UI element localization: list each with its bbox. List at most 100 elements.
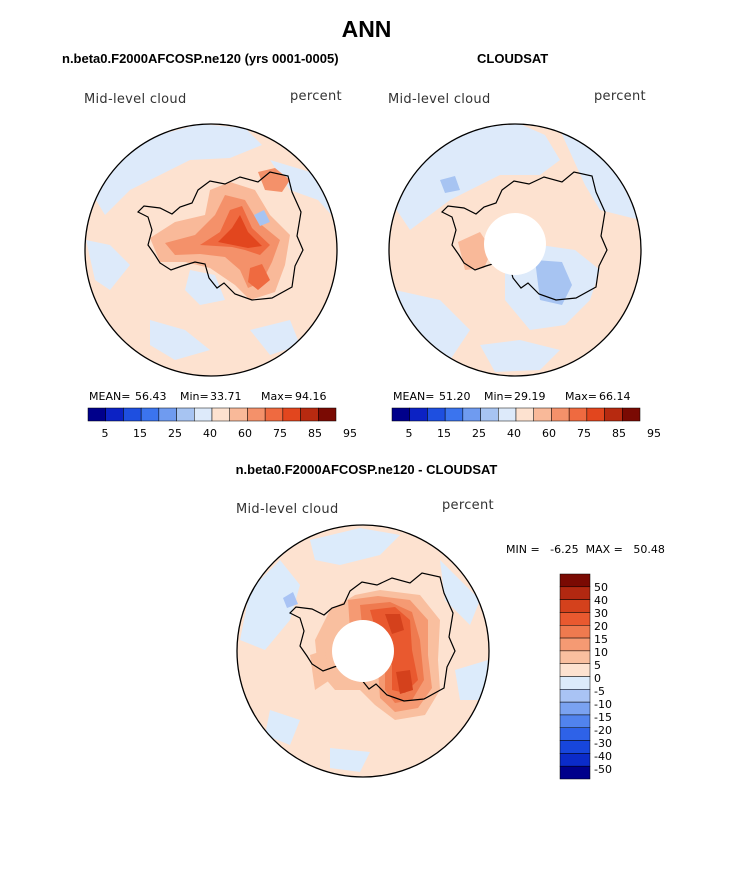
cb3-cell <box>559 765 591 780</box>
cb3-tick: 5 <box>594 659 601 672</box>
panel2-map <box>388 123 642 377</box>
cb1-tick: 25 <box>168 427 182 440</box>
panel3-missing-data-hole <box>332 620 394 682</box>
panel3-cloud-contour <box>396 670 413 694</box>
cb2-cell <box>427 407 446 422</box>
panel3-blue-patch <box>265 710 300 745</box>
cb2-cell <box>533 407 552 422</box>
panel3-minmax: MIN = -6.25 MAX = 50.48 <box>506 543 665 556</box>
cb1-tick: 95 <box>343 427 357 440</box>
cb2-cell <box>498 407 517 422</box>
cb3-cell <box>559 573 591 588</box>
cb3-cell <box>559 676 591 690</box>
panel2-antarctica-coastline <box>440 171 608 301</box>
cb3-cell <box>559 727 591 741</box>
panel2-blue-patch <box>535 260 572 305</box>
panel1-cloud-contour <box>218 215 262 248</box>
panel1-max-value: 94.16 <box>295 390 327 403</box>
panel2-min-label: Min= <box>484 390 513 403</box>
panel1-blue-patch <box>150 320 210 360</box>
cb2-cell <box>480 407 499 422</box>
panel3-colorbar <box>559 573 591 780</box>
panel2-title: CLOUDSAT <box>477 51 549 66</box>
panel2-max-label: Max= <box>565 390 597 403</box>
panel2-max-value: 66.14 <box>599 390 631 403</box>
cb3-tick: -20 <box>594 724 612 737</box>
panel1-mean-value: 56.43 <box>135 390 167 403</box>
cb3-cell <box>559 625 591 639</box>
panel2-blue-patch <box>560 130 640 220</box>
panel3-blue-patch <box>240 560 300 650</box>
cb3-cell <box>559 663 591 677</box>
cb3-tick: 0 <box>594 672 601 685</box>
panel3-cloud-contour <box>385 614 404 634</box>
panel3-cloud-contour <box>310 650 330 690</box>
cb3-tick: 10 <box>594 646 608 659</box>
cb1-cell <box>123 407 142 422</box>
cb3-tick: 40 <box>594 594 608 607</box>
panel3-blue-patch <box>440 560 480 625</box>
cb3-tick: 30 <box>594 607 608 620</box>
figure-title: ANN <box>341 16 392 42</box>
panel1-cloud-contour <box>258 168 290 192</box>
panel1-mean-label: MEAN= <box>89 390 131 403</box>
panel1-antarctica-coastline <box>136 171 304 301</box>
cb1-cell <box>176 407 195 422</box>
panel2-blue-patch <box>480 340 560 372</box>
cb1-cell <box>211 407 230 422</box>
panel3-blue-patch <box>330 748 370 772</box>
cb2-tick: 25 <box>472 427 486 440</box>
cb3-tick: 50 <box>594 581 608 594</box>
cb3-tick: -15 <box>594 711 612 724</box>
panel3-blue-patch <box>310 528 400 565</box>
panel1-blue-patch <box>90 124 262 215</box>
cb3-cell <box>559 689 591 703</box>
cb2-cell <box>604 407 623 422</box>
panel2-mean-label: MEAN= <box>393 390 435 403</box>
panel1-min-label: Min= <box>180 390 209 403</box>
panel3-blue-patch <box>283 592 298 608</box>
panel1-cloud-contour <box>254 210 270 226</box>
panel3-variable-label: Mid-level cloud <box>236 502 339 517</box>
cb2-tick: 85 <box>612 427 626 440</box>
cb1-tick: 15 <box>133 427 147 440</box>
cb1-cell <box>194 407 213 422</box>
cb2-cell <box>568 407 588 422</box>
cb3-cell <box>559 740 591 754</box>
panel3-map <box>236 524 490 778</box>
panel1-variable-label: Mid-level cloud <box>84 92 187 107</box>
cb2-cell <box>586 407 605 422</box>
cb2-cell <box>462 407 481 422</box>
panel1-min-value: 33.71 <box>210 390 242 403</box>
cb3-cell <box>559 753 591 767</box>
cb1-tick: 40 <box>203 427 217 440</box>
panel1-map-border <box>84 123 338 377</box>
panel1-map <box>84 123 338 377</box>
panel2-blue-patch <box>440 176 460 193</box>
panel2-missing-data-hole <box>484 213 546 275</box>
cb3-cell <box>559 586 591 600</box>
cb2-cell <box>444 407 464 422</box>
cb2-tick: 40 <box>507 427 521 440</box>
panel3-blue-patch <box>455 660 488 700</box>
cb2-cell <box>409 407 428 422</box>
cb1-cell <box>158 407 177 422</box>
cb1-tick: 60 <box>238 427 252 440</box>
cb1-tick: 85 <box>308 427 322 440</box>
cb3-tick: -5 <box>594 685 605 698</box>
panel2-map-border <box>388 123 642 377</box>
cb3-cell <box>559 714 591 729</box>
panel3-map-border <box>236 524 490 778</box>
cb3-cell <box>559 599 591 613</box>
cb1-cell <box>87 407 106 422</box>
cb3-tick: -10 <box>594 698 612 711</box>
panel2-variable-label: Mid-level cloud <box>388 92 491 107</box>
panel2-blue-patch <box>395 290 470 360</box>
panel1-title: n.beta0.F2000AFCOSP.ne120 (yrs 0001-0005… <box>62 51 339 66</box>
panel2-min-value: 29.19 <box>514 390 546 403</box>
panel1-blue-patch <box>250 320 300 355</box>
cb2-tick: 75 <box>577 427 591 440</box>
cb1-cell <box>140 407 160 422</box>
cb3-tick: -50 <box>594 763 612 776</box>
